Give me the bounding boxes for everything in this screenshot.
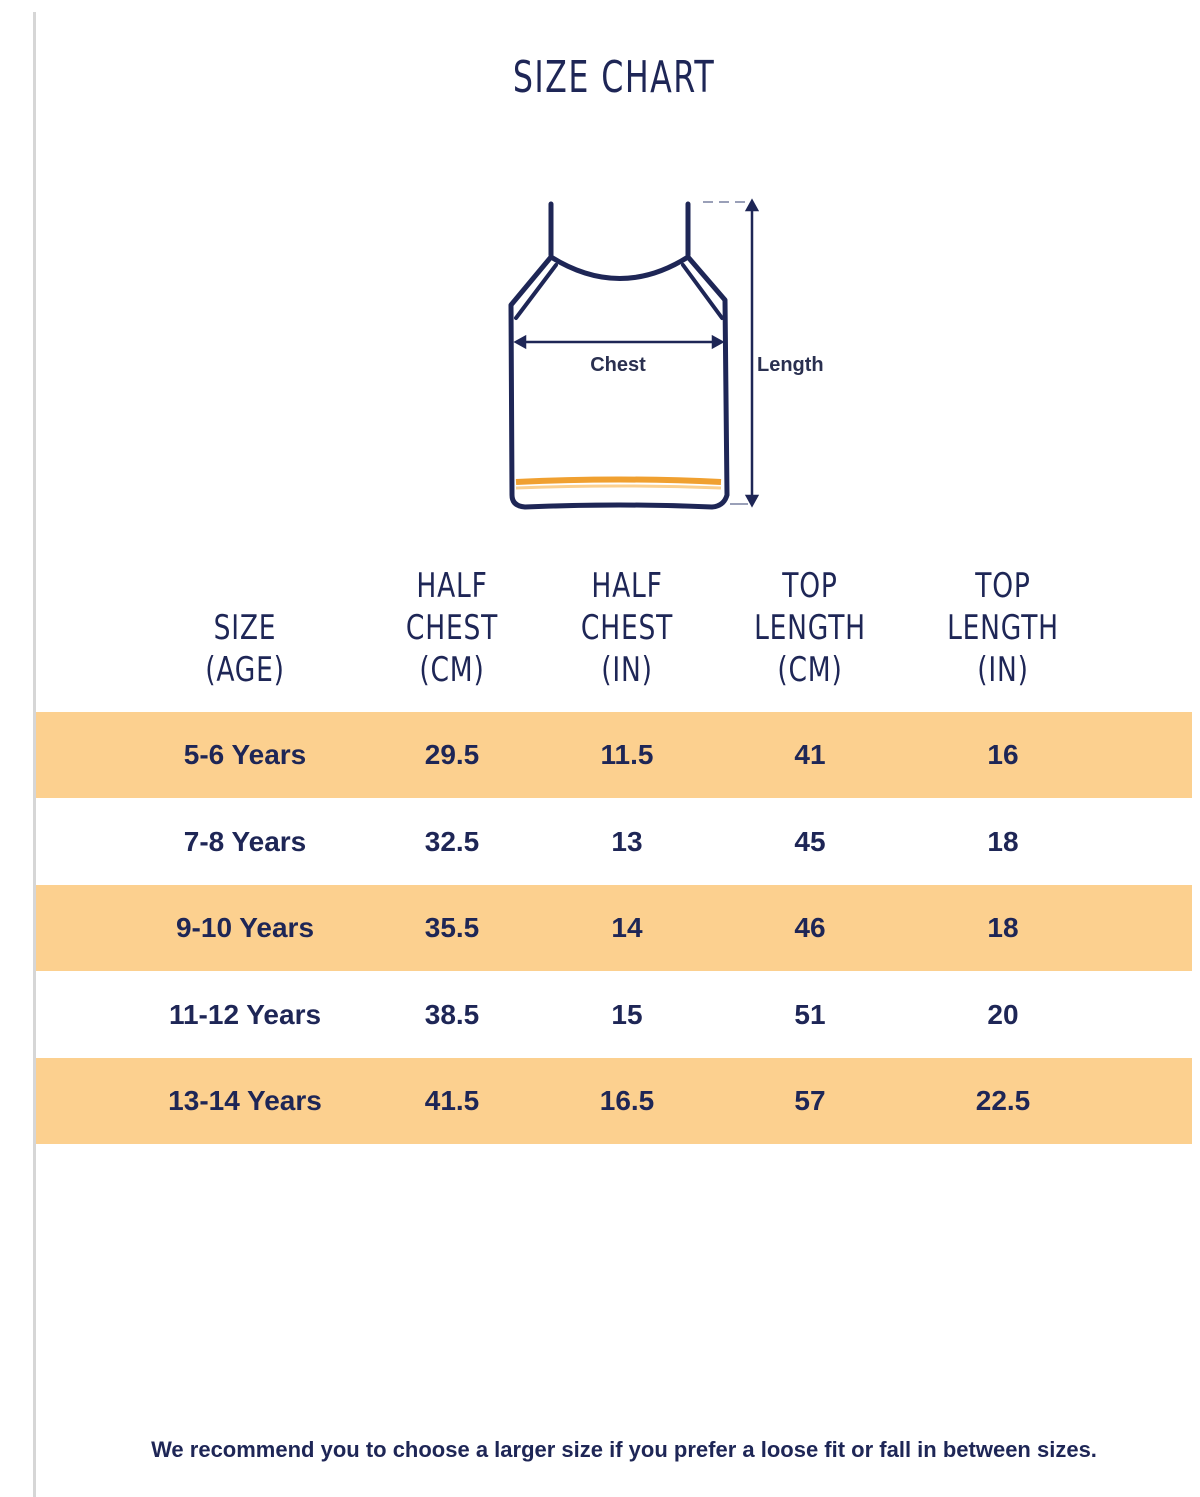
table-row: 7-8 Years 32.5 13 45 18 xyxy=(36,799,1192,885)
cell-top-length-cm: 57 xyxy=(794,1085,826,1116)
header-line: (CM) xyxy=(777,650,843,690)
cell-half-chest-cm: 35.5 xyxy=(424,912,480,943)
cell-half-chest-cm: 38.5 xyxy=(424,999,480,1030)
header-line: (AGE) xyxy=(205,650,285,690)
cell-top-length-cm: 46 xyxy=(794,912,826,943)
hem-stripe xyxy=(515,476,722,485)
table-row: 5-6 Years 29.5 11.5 41 16 xyxy=(36,712,1192,798)
length-label: Length xyxy=(757,354,824,376)
chest-label: Chest xyxy=(590,354,646,376)
cell-size: 5-6 Years xyxy=(183,739,307,770)
table-row: 11-12 Years 38.5 15 51 20 xyxy=(36,972,1192,1058)
cell-half-chest-in: 15 xyxy=(611,999,643,1030)
header-line: LENGTH xyxy=(754,608,866,648)
page-title: SIZE CHART xyxy=(512,52,716,103)
cell-half-chest-cm: 41.5 xyxy=(424,1085,480,1116)
cell-top-length-cm: 41 xyxy=(794,739,826,770)
cell-top-length-in: 18 xyxy=(987,826,1019,857)
cell-half-chest-in: 16.5 xyxy=(599,1085,655,1116)
cell-top-length-in: 18 xyxy=(987,912,1019,943)
header-line: (IN) xyxy=(601,650,653,690)
cell-size: 7-8 Years xyxy=(183,826,307,857)
table-row: 9-10 Years 35.5 14 46 18 xyxy=(36,885,1192,971)
cell-half-chest-in: 14 xyxy=(611,912,643,943)
header-line: TOP xyxy=(975,566,1031,606)
cell-size: 9-10 Years xyxy=(175,912,315,943)
table-row: 13-14 Years 41.5 16.5 57 22.5 xyxy=(36,1058,1192,1144)
cell-half-chest-in: 13 xyxy=(611,826,643,857)
header-half-chest-in: HALF CHEST (IN) xyxy=(533,565,720,691)
header-top-length-in: TOP LENGTH (IN) xyxy=(909,565,1096,691)
cell-half-chest-cm: 29.5 xyxy=(424,739,480,770)
cell-top-length-cm: 45 xyxy=(794,826,826,857)
cell-top-length-in: 16 xyxy=(987,739,1019,770)
header-line: LENGTH xyxy=(947,608,1059,648)
header-line: SIZE xyxy=(213,608,277,648)
header-line: (IN) xyxy=(977,650,1029,690)
cell-top-length-cm: 51 xyxy=(794,999,826,1030)
camisole-diagram: Chest Length xyxy=(508,198,824,510)
header-line: CHEST xyxy=(580,608,674,648)
left-border xyxy=(33,12,36,1497)
left-binding xyxy=(514,263,558,320)
header-line: CHEST xyxy=(405,608,499,648)
header-line: HALF xyxy=(591,566,663,606)
cell-size: 11-12 Years xyxy=(168,999,322,1030)
fit-recommendation-note: We recommend you to choose a larger size… xyxy=(151,1437,1097,1462)
right-binding xyxy=(681,263,724,320)
cell-half-chest-cm: 32.5 xyxy=(424,826,480,857)
cell-top-length-in: 20 xyxy=(987,999,1019,1030)
garment-outline xyxy=(508,254,730,510)
cell-top-length-in: 22.5 xyxy=(975,1085,1031,1116)
header-half-chest-cm: HALF CHEST (CM) xyxy=(358,565,545,691)
header-top-length-cm: TOP LENGTH (CM) xyxy=(716,565,903,691)
header-line: TOP xyxy=(782,566,838,606)
cell-half-chest-in: 11.5 xyxy=(600,739,654,770)
header-line: (CM) xyxy=(419,650,485,690)
header-line: HALF xyxy=(416,566,488,606)
header-size-age: SIZE (AGE) xyxy=(151,607,338,691)
cell-size: 13-14 Years xyxy=(168,1085,322,1116)
